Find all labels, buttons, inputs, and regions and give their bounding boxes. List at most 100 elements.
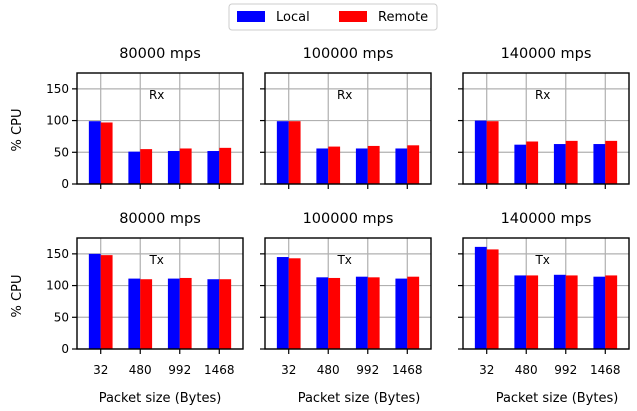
bar-remote [288, 258, 301, 349]
bar-local [207, 279, 220, 349]
bar-local [276, 257, 289, 349]
bar-remote [565, 140, 578, 184]
bar-remote [565, 275, 578, 349]
bar-remote [367, 277, 380, 349]
x-tick-label: 1468 [204, 363, 235, 377]
x-tick-label: 480 [317, 363, 340, 377]
bar-remote [486, 249, 499, 349]
bar-local [167, 151, 180, 184]
bar-remote [328, 146, 341, 184]
x-tick-label: 32 [479, 363, 494, 377]
legend-swatch-remote [339, 11, 367, 22]
plot-frame [76, 237, 244, 350]
y-tick-label: 100 [46, 279, 69, 293]
bar-local [553, 274, 566, 349]
plot-frame [264, 72, 432, 185]
panel-title: 140000 mps [501, 211, 592, 227]
bar-local [395, 148, 408, 184]
x-tick-label: 992 [356, 363, 379, 377]
x-tick-label: 480 [515, 363, 538, 377]
bar-remote [219, 279, 232, 349]
bar-local [276, 121, 289, 184]
x-tick-label: 992 [554, 363, 577, 377]
y-axis-label: % CPU [10, 275, 25, 318]
x-tick-label: 1468 [392, 363, 423, 377]
bar-local [553, 144, 566, 184]
bar-local [355, 148, 368, 184]
bar-remote [100, 122, 113, 184]
plot-frame [462, 72, 630, 185]
panel: 140000 mps Rx [458, 46, 630, 189]
bar-local [593, 276, 606, 349]
panel-annotation: Rx [337, 88, 352, 102]
bar-remote [140, 279, 153, 349]
plot-frame [264, 237, 432, 350]
panel-title: 80000 mps [119, 46, 201, 62]
bar-local [88, 121, 101, 184]
panel: 0 50 100 150 80000 mps Rx [46, 46, 244, 191]
bar-local [355, 276, 368, 349]
bar-remote [526, 275, 539, 349]
panel-annotation: Rx [149, 88, 164, 102]
bar-remote [407, 145, 420, 184]
bar-remote [100, 255, 113, 349]
bar-remote [605, 140, 618, 184]
panel-annotation: Tx [534, 253, 549, 267]
bar-local [128, 151, 141, 184]
bar-local [316, 277, 329, 349]
panel-title: 80000 mps [119, 211, 201, 227]
x-axis-label: Packet size (Bytes) [496, 391, 619, 406]
legend-swatch-local [237, 11, 265, 22]
y-tick-label: 100 [46, 114, 69, 128]
legend-label-remote: Remote [378, 10, 428, 25]
bar-remote [526, 141, 539, 184]
panel-annotation: Tx [336, 253, 351, 267]
bar-remote [179, 148, 192, 184]
y-tick-label: 0 [61, 177, 69, 191]
panel: 32 480 992 1468 100000 mps Tx [260, 211, 432, 377]
y-tick-label: 150 [46, 82, 69, 96]
panel: 0 50 100 150 32 480 992 1468 80000 mps Tx [46, 211, 244, 377]
x-tick-label: 1468 [590, 363, 621, 377]
panel-title: 140000 mps [501, 46, 592, 62]
panel: 100000 mps Rx [260, 46, 432, 189]
plot-frame [462, 237, 630, 350]
x-axis-label: Packet size (Bytes) [99, 391, 222, 406]
bar-local [474, 120, 487, 184]
panel-title: 100000 mps [303, 46, 394, 62]
plot-frame [76, 72, 244, 185]
bar-local [395, 278, 408, 349]
x-axis-label: Packet size (Bytes) [298, 391, 421, 406]
bar-local [514, 144, 527, 184]
bar-local [514, 275, 527, 349]
panel-annotation: Tx [148, 253, 163, 267]
panel-annotation: Rx [535, 88, 550, 102]
x-tick-label: 32 [93, 363, 108, 377]
bar-local [474, 246, 487, 349]
x-tick-label: 480 [129, 363, 152, 377]
x-tick-label: 32 [281, 363, 296, 377]
bar-local [316, 148, 329, 184]
legend: Local Remote [228, 3, 438, 31]
panel: 32 480 992 1468 140000 mps Tx [458, 211, 630, 377]
panel-title: 100000 mps [303, 211, 394, 227]
bar-remote [486, 121, 499, 184]
bar-remote [328, 277, 341, 349]
bar-local [593, 144, 606, 184]
bar-remote [219, 147, 232, 184]
bar-remote [140, 149, 153, 184]
bar-local [128, 278, 141, 349]
bar-remote [179, 277, 192, 349]
bar-remote [605, 275, 618, 349]
legend-label-local: Local [276, 10, 310, 25]
bar-local [207, 151, 220, 184]
x-tick-label: 992 [168, 363, 191, 377]
bar-remote [288, 121, 301, 184]
y-tick-label: 0 [61, 342, 69, 356]
y-tick-label: 50 [54, 145, 69, 159]
y-axis-label: % CPU [10, 109, 25, 152]
bar-local [88, 253, 101, 349]
legend-frame [228, 3, 438, 31]
